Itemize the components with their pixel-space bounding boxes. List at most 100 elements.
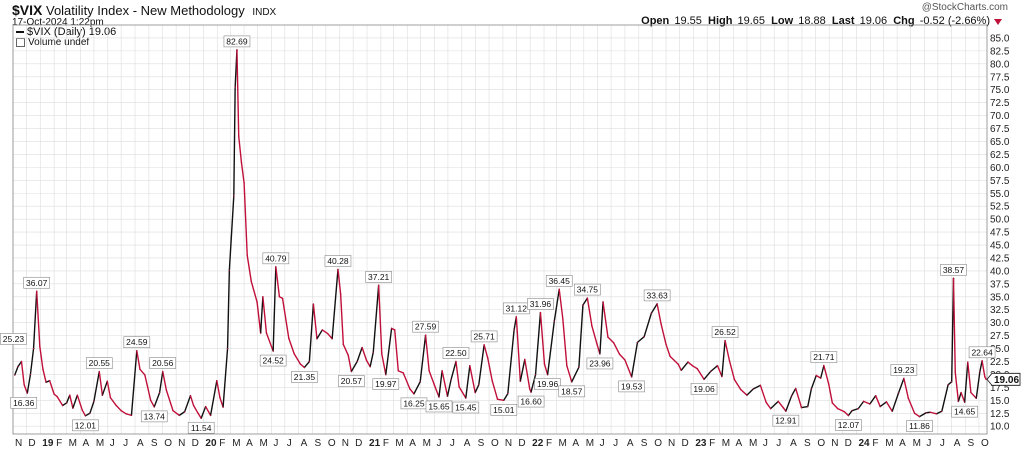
annotation-box xyxy=(643,289,671,302)
annotation-text: 40.28 xyxy=(327,256,349,266)
series-segment xyxy=(710,364,719,373)
series-segment xyxy=(172,410,180,417)
series-segment xyxy=(42,368,47,383)
annotation-box xyxy=(558,385,586,398)
data-point xyxy=(347,354,349,356)
annotation-text: 19.96 xyxy=(537,379,559,389)
data-point xyxy=(733,379,736,381)
data-point xyxy=(209,414,212,416)
annotation-label: 18.57 xyxy=(558,385,586,398)
series-segment xyxy=(820,364,825,379)
annotation-box xyxy=(545,274,573,287)
series-segment xyxy=(823,364,830,385)
data-point xyxy=(66,402,68,404)
annotation-text: 25.71 xyxy=(473,331,495,341)
annotation-label: 40.79 xyxy=(262,252,290,265)
data-point xyxy=(975,397,977,399)
data-point xyxy=(26,392,28,394)
series-segment xyxy=(558,288,564,320)
data-point xyxy=(979,371,981,373)
annotation-box xyxy=(23,276,50,289)
series-segment xyxy=(115,404,122,412)
x-tick-label: J xyxy=(763,438,768,449)
annotation-box xyxy=(324,255,352,267)
x-tick-label: M xyxy=(96,438,104,449)
data-point xyxy=(14,374,16,376)
annotation-text: 23.96 xyxy=(589,358,611,368)
data-point xyxy=(260,332,262,334)
annotation-box xyxy=(951,405,978,418)
series-segment xyxy=(831,402,839,410)
series-segment xyxy=(728,360,736,381)
data-point xyxy=(843,411,846,413)
data-point xyxy=(530,391,532,393)
series-segment xyxy=(703,370,712,381)
annotation-box xyxy=(0,333,27,345)
series-segment xyxy=(26,373,32,394)
series-segment xyxy=(76,394,83,411)
y-tick-label: 32.5 xyxy=(990,305,1010,316)
x-tick-label: N xyxy=(178,438,185,449)
series-segment xyxy=(136,349,141,370)
data-point xyxy=(109,397,112,399)
series-segment xyxy=(785,394,793,412)
annotation-text: 19.97 xyxy=(375,379,397,389)
data-point xyxy=(62,404,64,407)
annotation-box xyxy=(940,264,967,276)
data-point xyxy=(951,381,953,383)
series-segment xyxy=(197,412,202,419)
series-segment xyxy=(618,353,626,361)
annotation-box xyxy=(906,420,933,432)
series-segment xyxy=(960,391,966,403)
annotation-label: 31.12 xyxy=(503,302,530,315)
data-point xyxy=(478,384,480,386)
annotation-text: 14.65 xyxy=(954,407,976,417)
data-point xyxy=(69,394,71,396)
series-segment xyxy=(441,370,449,397)
series-segment xyxy=(369,351,374,368)
data-point xyxy=(234,86,236,88)
series-segment xyxy=(342,343,349,357)
data-point xyxy=(777,400,779,402)
series-segment xyxy=(275,266,281,298)
series-segment xyxy=(228,195,235,272)
annotation-text: 21.35 xyxy=(294,372,316,382)
series-segment xyxy=(777,400,784,409)
series-segment xyxy=(394,329,400,372)
series-segment xyxy=(209,379,218,417)
series-segment xyxy=(428,370,436,387)
series-segment xyxy=(397,370,404,374)
x-tick-label: D xyxy=(192,438,199,449)
data-point xyxy=(483,344,485,346)
last-value: 19.06 xyxy=(859,15,888,27)
y-tick-label: 45.0 xyxy=(990,241,1010,252)
data-point xyxy=(350,370,352,373)
data-point xyxy=(553,320,555,322)
data-point xyxy=(724,340,726,342)
annotation-text: 18.57 xyxy=(561,386,583,396)
y-tick-label: 52.5 xyxy=(990,202,1010,213)
data-point xyxy=(879,405,881,408)
x-tick-label: D xyxy=(845,438,852,449)
series-segment xyxy=(724,340,731,362)
series-segment xyxy=(903,377,910,399)
annotation-box xyxy=(149,357,177,369)
x-tick-label: J xyxy=(613,438,618,449)
data-point xyxy=(238,135,240,137)
series-segment xyxy=(650,303,658,315)
data-point xyxy=(759,384,761,386)
series-segment xyxy=(350,360,358,373)
series-segment xyxy=(759,384,767,404)
annotation-text: 37.21 xyxy=(368,272,390,282)
x-tick-label: J xyxy=(287,438,292,449)
series-segment xyxy=(35,290,41,348)
series-segment xyxy=(885,401,893,412)
last-value-text: 19.06 xyxy=(994,375,1019,386)
checkbox-icon[interactable] xyxy=(16,37,25,47)
x-tick-label: N xyxy=(668,438,675,449)
x-tick-label: J xyxy=(450,438,455,449)
series-segment xyxy=(687,361,694,367)
series-segment xyxy=(539,311,546,365)
annotation-label: 82.69 xyxy=(223,35,251,48)
